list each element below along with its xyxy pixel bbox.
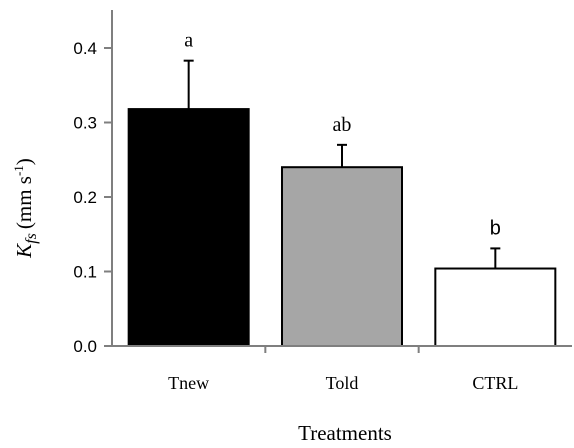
x-ticks-layer: Tnew Told CTRL bbox=[168, 346, 518, 393]
y-tick-label: 0.3 bbox=[73, 114, 97, 133]
significance-letters-layer: a ab b bbox=[184, 30, 501, 240]
y-tick-label: 0.2 bbox=[73, 188, 97, 207]
y-axis-unit: (mm s bbox=[12, 176, 36, 229]
x-tick-label-ctrl: CTRL bbox=[472, 373, 518, 393]
significance-letter-tnew: a bbox=[184, 30, 193, 52]
y-axis-unit-exponent: -1 bbox=[11, 165, 26, 176]
y-tick-label: 0.1 bbox=[73, 263, 97, 282]
x-axis-title: Treatments bbox=[298, 421, 392, 445]
bar-tnew bbox=[127, 108, 250, 347]
y-axis-title: Kfs (mm s-1) bbox=[11, 158, 40, 259]
x-tick-label-told: Told bbox=[326, 373, 359, 393]
x-tick-label-tnew: Tnew bbox=[168, 373, 209, 393]
y-axis-symbol: K bbox=[12, 243, 36, 259]
y-axis-unit-close: ) bbox=[12, 158, 36, 165]
significance-letter-told: ab bbox=[333, 114, 352, 136]
bar-told bbox=[281, 166, 403, 347]
y-tick-label: 0.4 bbox=[73, 39, 97, 58]
y-tick-label: 0.0 bbox=[73, 337, 97, 356]
significance-letter-ctrl: b bbox=[490, 217, 501, 239]
bar-ctrl bbox=[434, 267, 557, 347]
y-axis-subscript: fs bbox=[23, 233, 40, 244]
error-bars-layer bbox=[183, 59, 501, 269]
y-ticks-layer: 0.0 0.1 0.2 0.3 0.4 bbox=[73, 39, 112, 356]
